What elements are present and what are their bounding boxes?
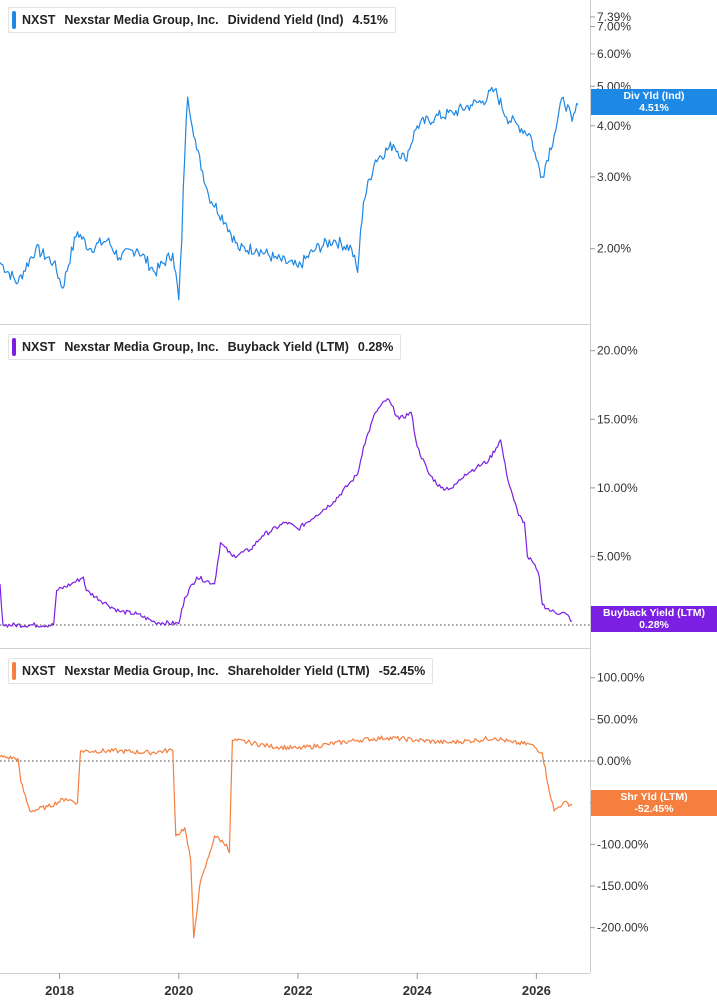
legend-dividend-yield[interactable]: NXST Nexstar Media Group, Inc. Dividend …	[8, 7, 396, 33]
legend-shareholder-yield[interactable]: NXST Nexstar Media Group, Inc. Sharehold…	[8, 658, 434, 684]
y-tick-label: 50.00%	[597, 712, 638, 726]
y-tick-label: 3.00%	[597, 170, 631, 184]
tag-value: 0.28%	[639, 619, 669, 631]
legend-ticker: NXST	[22, 13, 56, 27]
series-line-2	[0, 735, 573, 939]
tag-value: -52.45%	[634, 803, 674, 815]
x-tick-label: 2022	[284, 983, 313, 998]
y-tick-label: 4.00%	[597, 119, 631, 133]
x-tick-label: 2024	[403, 983, 433, 998]
series-swatch	[12, 11, 16, 29]
series-line-1	[0, 398, 573, 628]
tag-label: Shr Yld (LTM)	[620, 791, 688, 803]
legend-value: 0.28%	[357, 340, 394, 354]
legend-ticker: NXST	[22, 664, 56, 678]
legend-company: Nexstar Media Group, Inc.	[64, 13, 219, 27]
tag-value: 4.51%	[639, 102, 669, 114]
y-tick-label: 10.00%	[597, 481, 638, 495]
series-swatch	[12, 338, 16, 356]
y-tick-label: 100.00%	[597, 671, 645, 685]
x-tick-label: 2018	[45, 983, 74, 998]
x-tick-label: 2026	[522, 983, 551, 998]
legend-metric: Dividend Yield (Ind)	[227, 13, 344, 27]
tag-label: Div Yld (Ind)	[623, 90, 685, 102]
value-tag-dividend-yield: Div Yld (Ind) 4.51%	[591, 89, 717, 115]
y-tick-label: 5.00%	[597, 549, 631, 563]
series-line-0	[0, 86, 579, 301]
value-tag-buyback-yield: Buyback Yield (LTM) 0.28%	[591, 606, 717, 632]
legend-company: Nexstar Media Group, Inc.	[64, 664, 219, 678]
y-tick-label: 7.00%	[597, 20, 631, 34]
value-tag-shareholder-yield: Shr Yld (LTM) -52.45%	[591, 790, 717, 816]
y-tick-label: 15.00%	[597, 412, 638, 426]
series-swatch	[12, 662, 16, 680]
legend-value: 4.51%	[352, 13, 388, 27]
y-tick-label: -200.00%	[597, 921, 649, 935]
legend-metric: Buyback Yield (LTM)	[227, 340, 349, 354]
legend-ticker: NXST	[22, 340, 56, 354]
x-tick-label: 2020	[164, 983, 193, 998]
y-tick-label: 0.00%	[597, 754, 631, 768]
y-tick-label: 6.00%	[597, 47, 631, 61]
legend-buyback-yield[interactable]: NXST Nexstar Media Group, Inc. Buyback Y…	[8, 334, 402, 360]
legend-company: Nexstar Media Group, Inc.	[64, 340, 219, 354]
legend-metric: Shareholder Yield (LTM)	[227, 664, 370, 678]
y-tick-label: -150.00%	[597, 879, 649, 893]
y-tick-label: -100.00%	[597, 837, 649, 851]
y-tick-label: 2.00%	[597, 242, 631, 256]
legend-value: -52.45%	[378, 664, 426, 678]
tag-label: Buyback Yield (LTM)	[603, 607, 705, 619]
y-tick-label: 20.00%	[597, 344, 638, 358]
y-tick-label: 7.39%	[597, 10, 631, 24]
